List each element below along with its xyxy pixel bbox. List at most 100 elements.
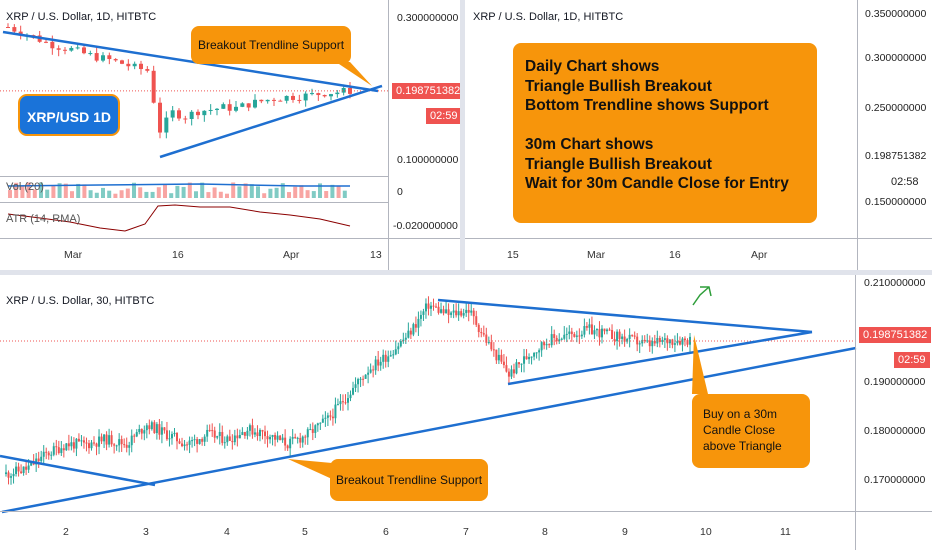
candle-body xyxy=(357,379,360,385)
volume-bar xyxy=(330,184,335,198)
candle-body xyxy=(335,92,340,95)
candle-body xyxy=(588,324,591,328)
candle-body xyxy=(613,339,616,342)
volume-bar xyxy=(150,191,155,198)
daily-x-tick: Mar xyxy=(64,249,83,261)
candle-body xyxy=(663,338,666,340)
candle-body xyxy=(424,303,427,312)
candle-body xyxy=(25,466,28,470)
volume-bar xyxy=(299,185,304,198)
candle-body xyxy=(339,401,342,405)
candle-body xyxy=(432,305,435,307)
candle-body xyxy=(354,384,357,388)
candle-body xyxy=(578,335,581,337)
m30-x-tick: 8 xyxy=(542,526,548,538)
candle-body xyxy=(296,437,299,439)
candle-body xyxy=(223,442,226,444)
candle-body xyxy=(95,443,98,447)
candle-body xyxy=(228,436,231,441)
vertical-pane-divider[interactable] xyxy=(460,0,465,270)
daily-right-panel[interactable]: XRP / U.S. Dollar, 1D, HITBTC 0.35000000… xyxy=(465,0,932,270)
candle-body xyxy=(269,436,272,440)
volume-bar xyxy=(231,182,236,198)
candle-body xyxy=(284,437,287,446)
candle-body xyxy=(140,428,143,434)
volume-bar xyxy=(181,186,186,198)
volume-bar xyxy=(187,182,192,198)
volume-bar xyxy=(144,191,149,198)
candle-body xyxy=(523,356,526,364)
candle-body xyxy=(20,471,23,473)
daily-atr-separator xyxy=(0,202,388,203)
candle-body xyxy=(673,343,676,345)
volume-bar xyxy=(293,186,298,198)
candle-body xyxy=(538,350,541,353)
m30-chart-canvas xyxy=(0,286,857,514)
m30-x-tick: 7 xyxy=(463,526,469,538)
candle-body xyxy=(329,415,332,417)
candle-body xyxy=(414,324,417,328)
daily-vol-label: Vol (20) xyxy=(6,181,44,193)
candle-body xyxy=(429,305,432,309)
m30-x-tick: 5 xyxy=(302,526,308,538)
volume-bar xyxy=(280,183,285,198)
daily-chart-panel[interactable]: XRP / U.S. Dollar, 1D, HITBTC 0.30000000… xyxy=(0,0,460,270)
candle-body xyxy=(82,47,86,54)
candle-body xyxy=(324,417,327,419)
volume-bar xyxy=(206,192,211,198)
candle-body xyxy=(274,434,277,440)
candle-body xyxy=(394,349,397,355)
candle-body xyxy=(344,402,347,404)
candle-body xyxy=(606,329,609,332)
candle-body xyxy=(301,436,304,443)
candle-body xyxy=(638,343,641,345)
candle-body xyxy=(349,394,352,399)
candle-body xyxy=(316,93,321,96)
candle-body xyxy=(311,429,314,433)
volume-bar xyxy=(26,182,31,198)
candle-body xyxy=(310,93,314,95)
candle-body xyxy=(636,336,639,345)
candle-body xyxy=(397,346,400,350)
candle-body xyxy=(50,41,55,49)
m30-chart-panel[interactable]: XRP / U.S. Dollar, 30, HITBTC 0.21000000… xyxy=(0,275,932,550)
candle-body xyxy=(135,432,138,437)
candle-body xyxy=(407,330,410,338)
note-line: Bottom Trendline shows Support xyxy=(525,97,769,114)
candle-body xyxy=(518,362,520,365)
candle-body xyxy=(472,310,475,317)
candle-body xyxy=(686,340,689,345)
volume-bar xyxy=(51,185,56,198)
daily-callout-pointer xyxy=(336,62,372,86)
volume-bar xyxy=(138,187,143,198)
volume-bar xyxy=(156,187,161,198)
candle-body xyxy=(69,47,74,51)
right-x-tick: Apr xyxy=(751,249,768,261)
candle-body xyxy=(490,342,493,350)
candle-body xyxy=(631,334,634,336)
candle-body xyxy=(183,118,188,120)
candle-body xyxy=(560,338,563,340)
horizontal-pane-divider[interactable] xyxy=(0,270,932,275)
candle-body xyxy=(100,436,103,442)
candle-body xyxy=(583,326,586,335)
candle-body xyxy=(47,452,50,456)
volume-bar xyxy=(249,184,254,198)
volume-bar xyxy=(57,183,62,198)
candle-body xyxy=(233,435,236,443)
candle-body xyxy=(186,444,189,446)
candle-body xyxy=(221,431,224,443)
candle-body xyxy=(681,338,684,345)
candle-body xyxy=(253,432,256,435)
candle-body xyxy=(299,437,302,443)
m30-x-tick: 3 xyxy=(143,526,149,538)
candle-body xyxy=(67,443,70,447)
triangle-upper-line xyxy=(437,298,813,334)
candle-body xyxy=(101,55,105,61)
candle-body xyxy=(27,465,30,470)
candle-body xyxy=(213,430,216,438)
candle-body xyxy=(113,444,116,446)
candle-body xyxy=(189,111,194,119)
candle-body xyxy=(437,306,440,313)
candle-body xyxy=(143,430,146,434)
